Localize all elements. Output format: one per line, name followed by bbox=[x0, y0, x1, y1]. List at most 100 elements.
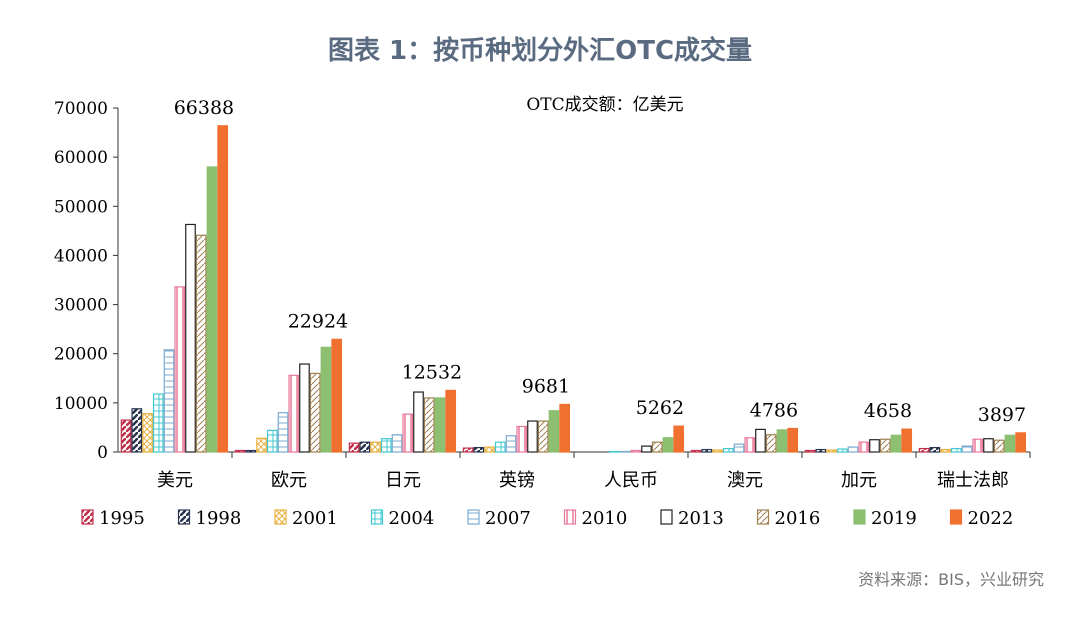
legend-label: 2019 bbox=[871, 508, 917, 529]
bar-2016 bbox=[195, 234, 207, 453]
bar-2019 bbox=[320, 346, 332, 453]
bar-1998 bbox=[245, 449, 257, 453]
bar-1995 bbox=[234, 449, 246, 453]
legend-label: 2001 bbox=[292, 508, 338, 529]
bar-2010 bbox=[516, 425, 528, 453]
bar-2016 bbox=[993, 439, 1005, 453]
bar-2004 bbox=[836, 448, 848, 453]
bar-1998 bbox=[929, 446, 941, 453]
bar-2010 bbox=[858, 441, 870, 453]
legend-item: 2007 bbox=[467, 508, 531, 529]
bar-1995 bbox=[690, 449, 702, 453]
bar-1995 bbox=[120, 419, 132, 453]
legend-swatch bbox=[467, 509, 480, 525]
bar-2022 bbox=[787, 427, 799, 453]
legend-swatch bbox=[274, 509, 287, 525]
y-tick-label: 70000 bbox=[54, 99, 108, 119]
bar-2016 bbox=[423, 397, 435, 453]
bar-2004 bbox=[722, 447, 734, 453]
bar-1998 bbox=[815, 448, 827, 453]
legend-swatch bbox=[853, 509, 866, 525]
legend-label: 1995 bbox=[99, 508, 145, 529]
bar-1998 bbox=[359, 441, 371, 453]
bar-2019 bbox=[548, 410, 560, 453]
legend-label: 2016 bbox=[775, 508, 821, 529]
bar-2022 bbox=[1015, 432, 1027, 453]
legend-item: 2016 bbox=[756, 508, 821, 529]
bar-2013 bbox=[869, 439, 880, 453]
bar-2019 bbox=[434, 397, 446, 453]
y-tick-label: 40000 bbox=[54, 246, 108, 266]
bar-2013 bbox=[185, 223, 196, 453]
x-tick-label: 欧元 bbox=[271, 470, 307, 491]
bar-1995 bbox=[918, 447, 930, 453]
legend-item: 2022 bbox=[949, 508, 1013, 529]
bar-2010 bbox=[288, 374, 300, 453]
bar-1995 bbox=[804, 449, 816, 453]
y-tick-label: 60000 bbox=[54, 148, 108, 168]
bar-2016 bbox=[879, 438, 891, 453]
bar-2016 bbox=[651, 441, 663, 453]
legend-label: 2004 bbox=[389, 508, 435, 529]
data-label: 4658 bbox=[864, 400, 912, 422]
bar-2001 bbox=[256, 437, 267, 453]
bar-2010 bbox=[402, 413, 414, 453]
legend-label: 1998 bbox=[196, 508, 242, 529]
x-tick-label: 人民币 bbox=[604, 470, 658, 491]
x-tick-label: 美元 bbox=[157, 470, 193, 491]
bar-2001 bbox=[940, 448, 951, 453]
legend-item: 2004 bbox=[370, 508, 435, 529]
legend-swatch bbox=[81, 509, 94, 525]
x-tick-label: 加元 bbox=[841, 470, 877, 491]
bar-2007 bbox=[391, 434, 403, 453]
bar-2022 bbox=[901, 428, 913, 453]
bar-2010 bbox=[972, 438, 984, 453]
legend-swatch bbox=[370, 509, 384, 525]
bar-2016 bbox=[537, 420, 549, 453]
bar-1995 bbox=[462, 447, 474, 453]
x-tick-label: 日元 bbox=[385, 470, 421, 491]
x-tick-label: 英镑 bbox=[499, 470, 535, 491]
legend-swatch bbox=[177, 509, 191, 525]
legend-item: 1995 bbox=[81, 508, 145, 529]
bar-2019 bbox=[890, 434, 902, 453]
x-tick-label: 澳元 bbox=[727, 470, 763, 491]
bar-2022 bbox=[217, 125, 229, 453]
legend-label: 2007 bbox=[485, 508, 531, 529]
y-tick-label: 50000 bbox=[54, 197, 108, 217]
source-note: 资料来源：BIS，兴业研究 bbox=[858, 570, 1044, 589]
legend-item: 2010 bbox=[563, 508, 627, 529]
legend-item: 2019 bbox=[853, 508, 917, 529]
bar-2007 bbox=[277, 412, 289, 453]
bar-2001 bbox=[142, 413, 153, 453]
bar-2022 bbox=[673, 425, 685, 453]
legend-label: 2013 bbox=[678, 508, 724, 529]
bar-2007 bbox=[847, 446, 859, 453]
bar-2001 bbox=[712, 449, 723, 453]
bar-2016 bbox=[765, 434, 777, 453]
x-tick-label: 瑞士法郎 bbox=[937, 470, 1009, 491]
data-label: 66388 bbox=[174, 97, 234, 119]
bar-2019 bbox=[776, 429, 788, 453]
y-tick-label: 30000 bbox=[54, 296, 108, 316]
data-label: 5262 bbox=[636, 397, 684, 419]
y-tick-label: 20000 bbox=[54, 345, 108, 365]
bar-2013 bbox=[755, 428, 766, 453]
bar-2019 bbox=[1004, 434, 1016, 453]
unit-label: OTC成交额：亿美元 bbox=[526, 95, 683, 115]
legend-swatch bbox=[660, 509, 673, 525]
bar-2016 bbox=[309, 372, 321, 453]
data-label: 9681 bbox=[522, 375, 570, 397]
bar-2001 bbox=[484, 446, 495, 453]
data-label: 12532 bbox=[402, 361, 462, 383]
bar-2007 bbox=[961, 445, 973, 453]
bar-2010 bbox=[630, 449, 642, 453]
bar-2004 bbox=[494, 441, 506, 453]
legend-swatch bbox=[949, 509, 963, 525]
bar-1998 bbox=[131, 408, 143, 453]
legend-item: 1998 bbox=[177, 508, 242, 529]
bar-2022 bbox=[445, 389, 457, 453]
bar-2007 bbox=[733, 443, 745, 453]
bar-2013 bbox=[527, 420, 538, 453]
